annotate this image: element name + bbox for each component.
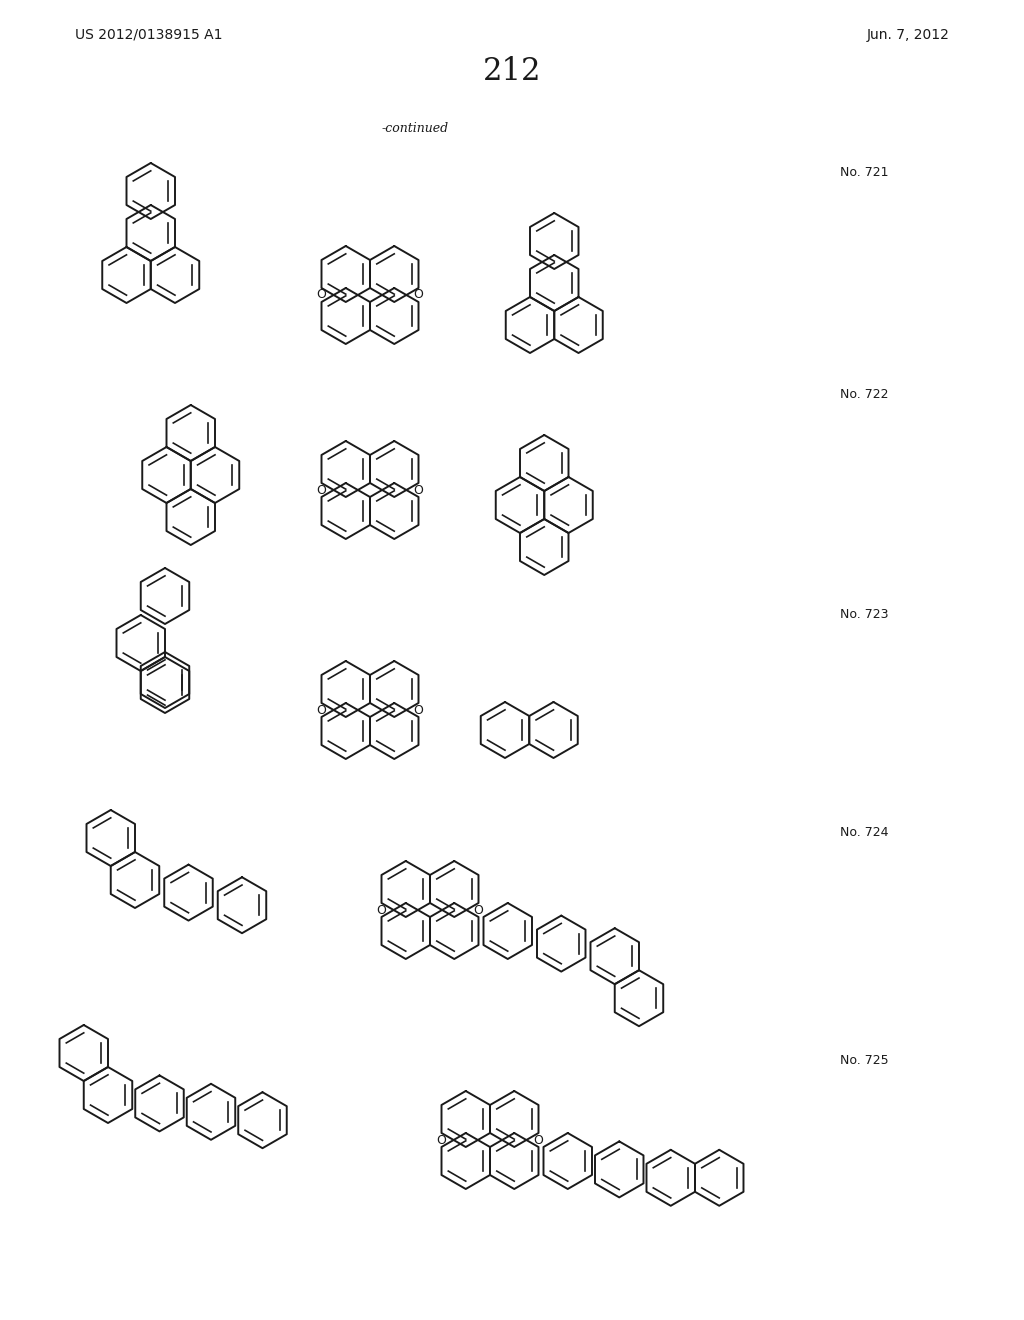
Text: O: O [414, 483, 424, 496]
Text: No. 722: No. 722 [840, 388, 889, 401]
Text: No. 724: No. 724 [840, 825, 889, 838]
Text: 212: 212 [482, 57, 542, 87]
Text: Jun. 7, 2012: Jun. 7, 2012 [867, 28, 950, 42]
Text: O: O [377, 903, 386, 916]
Text: O: O [316, 483, 327, 496]
Text: -continued: -continued [381, 121, 449, 135]
Text: O: O [316, 704, 327, 717]
Text: US 2012/0138915 A1: US 2012/0138915 A1 [75, 28, 222, 42]
Text: O: O [473, 903, 483, 916]
Text: No. 723: No. 723 [840, 609, 889, 622]
Text: O: O [414, 289, 424, 301]
Text: O: O [436, 1134, 446, 1147]
Text: O: O [414, 704, 424, 717]
Text: O: O [316, 289, 327, 301]
Text: No. 725: No. 725 [840, 1053, 889, 1067]
Text: No. 721: No. 721 [840, 165, 889, 178]
Text: O: O [534, 1134, 544, 1147]
